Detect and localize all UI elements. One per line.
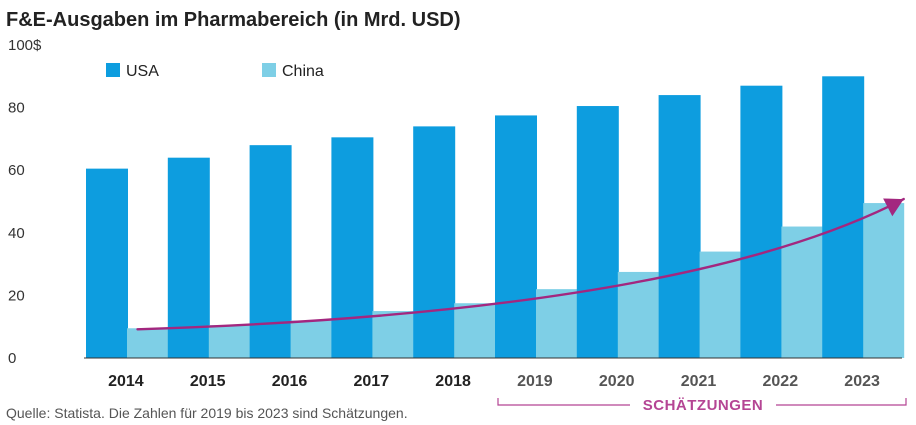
estimate-bracket-left: [497, 398, 630, 406]
bar-usa-2022: [740, 85, 783, 358]
x-tick-label: 2017: [354, 373, 390, 390]
trend-arrow-line: [136, 197, 905, 331]
y-tick-label: 0: [8, 350, 16, 367]
legend-label-usa: USA: [126, 63, 159, 80]
legend-swatch-usa: [106, 63, 120, 77]
bar-china-2014: [127, 328, 168, 358]
bars-group: [84, 76, 905, 359]
x-tick-label: 2019: [517, 373, 553, 390]
bar-china-2018: [454, 303, 496, 358]
trend-arrow-group: [136, 197, 905, 331]
x-tick-label: 2022: [763, 373, 799, 390]
bar-china-2021: [699, 251, 741, 358]
bar-usa-2014: [86, 168, 128, 358]
bar-china-2016: [290, 320, 332, 358]
bar-usa-2016: [249, 145, 292, 358]
chart-title: F&E-Ausgaben im Pharmabereich (in Mrd. U…: [6, 9, 461, 31]
estimate-bracket: SCHÄTZUNGEN: [497, 397, 907, 414]
bar-usa-2021: [658, 95, 701, 358]
legend-label-china: China: [282, 63, 324, 80]
bar-usa-2019: [495, 115, 537, 358]
bar-usa-2017: [331, 137, 374, 358]
y-axis-ticks: 0 20 40 60 80 100$: [8, 37, 42, 367]
trend-arrow-head: [883, 198, 904, 217]
bar-china-2020: [617, 271, 659, 358]
x-tick-label: 2021: [681, 373, 717, 390]
y-tick-label: 80: [8, 100, 25, 117]
bar-china-2017: [372, 311, 414, 358]
estimate-bracket-right: [776, 398, 907, 406]
bar-china-2015: [208, 325, 250, 358]
x-tick-label: 2020: [599, 373, 635, 390]
bar-china-2023: [863, 203, 905, 358]
y-tick-label: 60: [8, 162, 25, 179]
legend: USA China: [106, 63, 324, 80]
x-tick-label: 2023: [844, 373, 880, 390]
x-axis-ticks: 2014 2015 2016 2017 2018 2019 2020 2021 2022 2023: [108, 373, 880, 390]
bar-china-2022: [781, 226, 823, 358]
x-tick-label: 2014: [108, 373, 144, 390]
y-tick-label: 40: [8, 225, 25, 242]
estimate-label: SCHÄTZUNGEN: [643, 397, 764, 414]
bar-usa-2023: [822, 76, 865, 359]
x-tick-label: 2016: [272, 373, 308, 390]
bar-usa-2020: [576, 106, 619, 358]
x-tick-label: 2015: [190, 373, 226, 390]
bar-china-2019: [536, 289, 577, 358]
legend-swatch-china: [262, 63, 276, 77]
bar-usa-2018: [413, 126, 456, 358]
y-tick-label: 100$: [8, 37, 42, 54]
source-note: Quelle: Statista. Die Zahlen für 2019 bi…: [6, 405, 408, 421]
y-tick-label: 20: [8, 287, 25, 304]
x-tick-label: 2018: [435, 373, 471, 390]
bar-usa-2015: [167, 157, 210, 358]
